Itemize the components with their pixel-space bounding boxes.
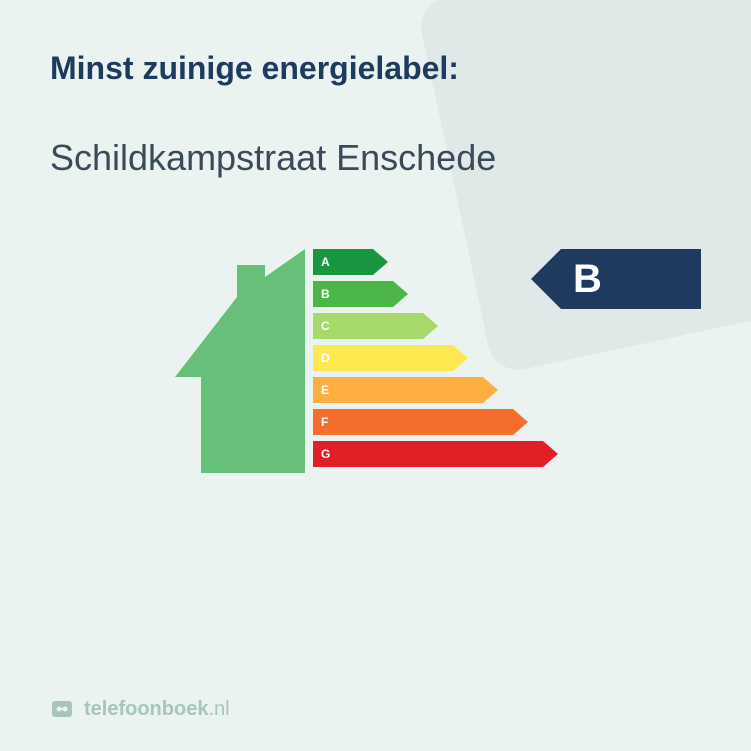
energy-chart: A B C D E F G bbox=[165, 249, 565, 529]
energy-bar-label-d: D bbox=[321, 351, 330, 365]
footer-brand-name: telefoonboek bbox=[84, 698, 208, 720]
energy-bars: A B C D E F G bbox=[313, 249, 558, 467]
energy-bar-d bbox=[313, 345, 468, 371]
energy-bar-f bbox=[313, 409, 528, 435]
energy-bar-label-g: G bbox=[321, 447, 330, 461]
energy-bar-label-c: C bbox=[321, 319, 330, 333]
result-badge: B bbox=[531, 249, 701, 309]
badge-arrow-icon bbox=[531, 249, 561, 309]
energy-bar-label-f: F bbox=[321, 415, 328, 429]
energy-bar-g bbox=[313, 441, 558, 467]
energy-chart-container: A B C D E F G B bbox=[50, 229, 701, 549]
house-icon bbox=[175, 249, 305, 473]
footer-brand: telefoonboek.nl bbox=[84, 698, 230, 721]
footer: telefoonboek.nl bbox=[50, 697, 230, 721]
card-title: Minst zuinige energielabel: bbox=[50, 50, 701, 87]
energy-bar-label-b: B bbox=[321, 287, 330, 301]
energy-bar-c bbox=[313, 313, 438, 339]
energy-card: Minst zuinige energielabel: Schildkampst… bbox=[0, 0, 751, 751]
card-subtitle: Schildkampstraat Enschede bbox=[50, 137, 701, 179]
energy-bar-label-a: A bbox=[321, 255, 330, 269]
energy-bar-label-e: E bbox=[321, 383, 329, 397]
energy-bar-e bbox=[313, 377, 498, 403]
badge-letter: B bbox=[561, 249, 701, 309]
phonebook-icon bbox=[50, 697, 74, 721]
footer-brand-tld: .nl bbox=[208, 698, 229, 720]
